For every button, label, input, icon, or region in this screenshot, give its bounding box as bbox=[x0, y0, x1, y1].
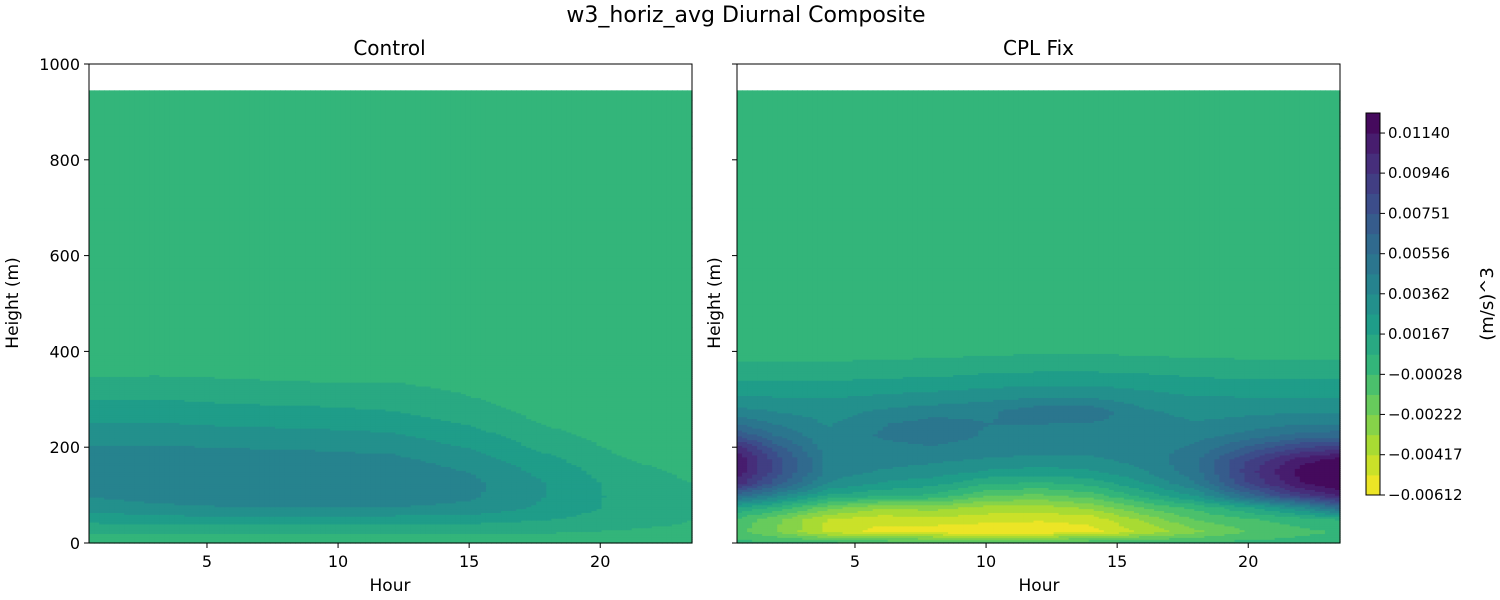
panel-title-control: Control bbox=[353, 36, 425, 60]
figure-title: w3_horiz_avg Diurnal Composite bbox=[566, 3, 925, 28]
heatmap-cells-control bbox=[89, 90, 693, 543]
